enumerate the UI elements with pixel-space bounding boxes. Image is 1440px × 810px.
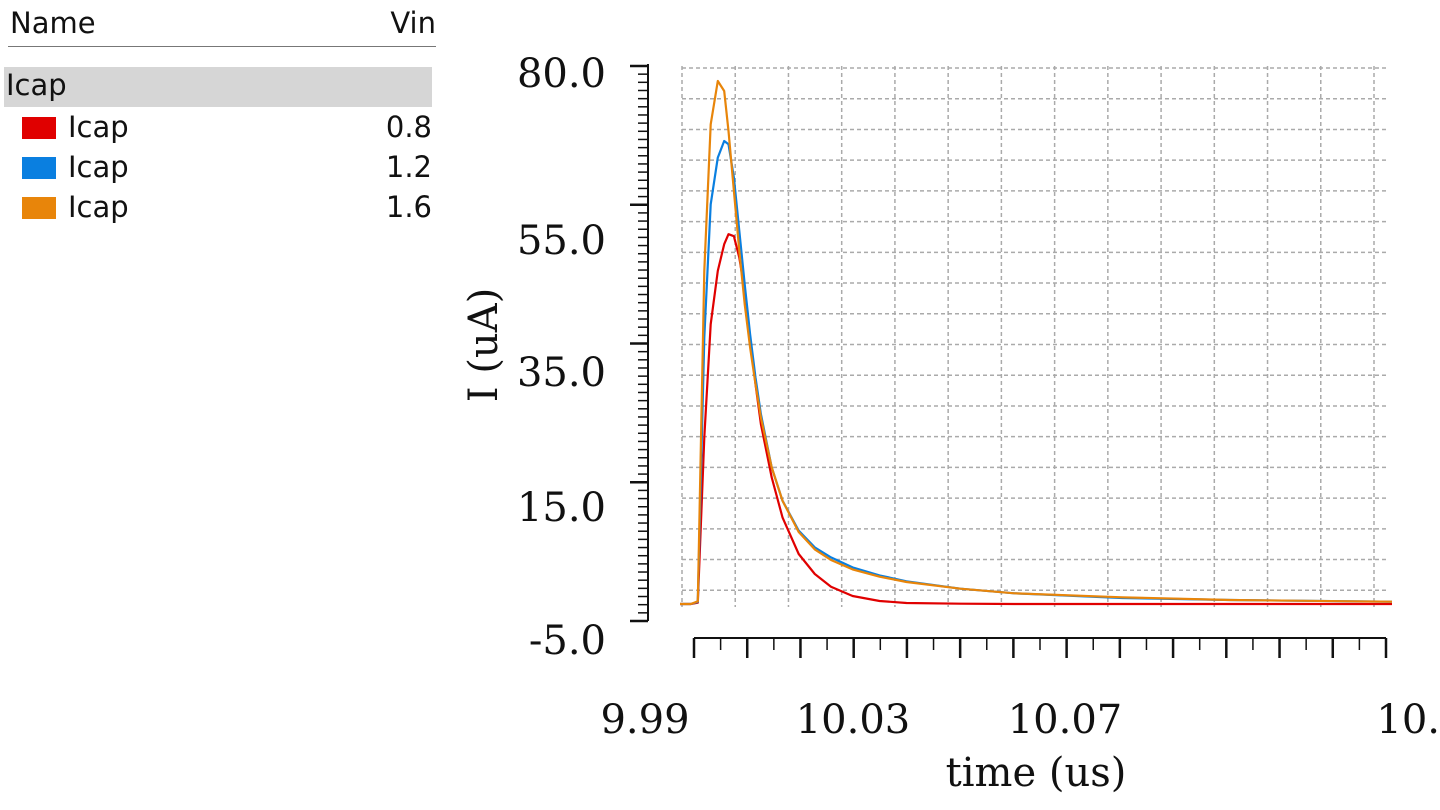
legend-item-vin: 1.6 [385,190,432,224]
series-color-swatch [22,157,56,179]
y-tick-label: 35.0 [517,350,606,396]
x-tick-label: 9.99 [600,697,689,743]
legend-item-label: Icap [68,150,129,184]
legend-item-label: Icap [68,190,129,224]
x-tick-label: 10. [1376,697,1440,743]
legend-group-label: Icap [6,68,67,102]
series-color-swatch [22,117,56,139]
legend-item-vin: 0.8 [385,110,432,144]
y-tick-label: 80.0 [517,51,606,97]
y-tick-label: 55.0 [517,218,606,264]
legend-header: Name Vin [8,4,436,47]
x-axis-title: time (us) [946,750,1127,796]
y-axis-title: I (uA) [461,288,507,402]
x-tick-label: 10.03 [796,697,911,743]
legend-item-2[interactable]: Icap 1.6 [22,190,432,228]
x-tick-label: 10.07 [1008,697,1123,743]
legend-column-vin[interactable]: Vin [390,6,436,40]
series-line-1[interactable] [680,139,1393,606]
y-tick-label: 15.0 [517,485,606,531]
series-color-swatch [22,197,56,219]
y-tick-label: -5.0 [529,618,606,664]
legend-item-vin: 1.2 [385,150,432,184]
legend-item-0[interactable]: Icap 0.8 [22,110,432,148]
legend-group-row[interactable]: Icap [4,67,432,107]
series-line-0[interactable] [680,233,1392,606]
grid [681,66,1386,607]
legend-item-label: Icap [68,110,129,144]
series-line-2[interactable] [680,79,1393,606]
legend-column-name[interactable]: Name [10,6,96,40]
legend-item-1[interactable]: Icap 1.2 [22,150,432,188]
